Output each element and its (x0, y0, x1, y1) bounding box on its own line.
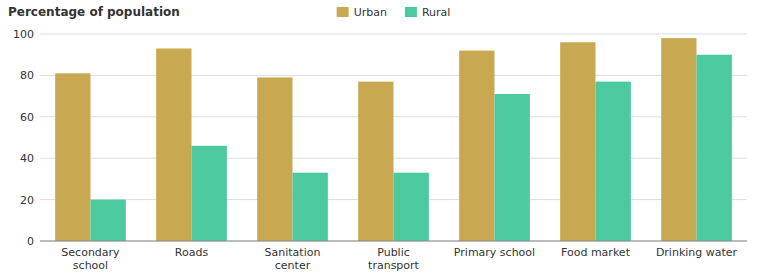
bar (459, 51, 494, 241)
x-tick-label-line: Primary school (454, 246, 535, 259)
bar (192, 146, 227, 241)
legend-item: Urban (337, 6, 387, 19)
x-tick-label: Sanitationcenter (265, 246, 321, 272)
chart: Percentage of population 0 20 40 60 80 100 Seco… (0, 0, 759, 279)
legend-label: Urban (354, 6, 387, 19)
bars (55, 38, 732, 241)
x-tick-label: Primary school (454, 246, 535, 259)
y-tick-label: 80 (20, 69, 34, 82)
bar (661, 38, 696, 241)
legend-swatch (405, 7, 417, 17)
x-tick-label-line: transport (368, 259, 420, 272)
x-tick-label: Secondaryschool (61, 246, 120, 272)
x-tick-label-line: Sanitation (265, 246, 321, 259)
bar (394, 173, 429, 241)
x-tick-label-line: Public (377, 246, 410, 259)
x-axis-line (40, 241, 747, 242)
bar (560, 42, 595, 241)
bar (358, 82, 393, 241)
bar (596, 82, 631, 241)
x-tick-label-line: Drinking water (656, 246, 738, 259)
bar (91, 200, 126, 241)
x-tick-label-line: Secondary (61, 246, 120, 259)
grid-line (40, 75, 747, 76)
x-tick-label: Roads (175, 246, 209, 259)
y-axis-label: Percentage of population (8, 5, 180, 19)
x-tick-label-line: Roads (175, 246, 209, 259)
bar (156, 48, 191, 241)
x-tick-label: Publictransport (368, 246, 420, 272)
bar (293, 173, 328, 241)
y-tick-label: 20 (20, 194, 34, 207)
y-tick-label: 40 (20, 152, 34, 165)
bar (495, 94, 530, 241)
x-tick-label: Food market (561, 246, 631, 259)
bar (697, 55, 732, 241)
legend-label: Rural (422, 6, 450, 19)
y-tick-label: 60 (20, 111, 34, 124)
x-tick-label-line: school (73, 259, 108, 272)
bar (257, 77, 292, 241)
x-tick-label: Drinking water (656, 246, 738, 259)
bar (55, 73, 90, 241)
x-tick-label-line: Food market (561, 246, 631, 259)
y-tick-label: 0 (27, 235, 34, 248)
grid (40, 34, 747, 241)
grid-line (40, 34, 747, 35)
legend-swatch (337, 7, 349, 17)
x-tick-label-line: center (275, 259, 311, 272)
y-tick-label: 100 (13, 28, 34, 41)
grid-line (40, 241, 747, 242)
legend: Urban Rural (337, 6, 451, 19)
legend-item: Rural (405, 6, 450, 19)
